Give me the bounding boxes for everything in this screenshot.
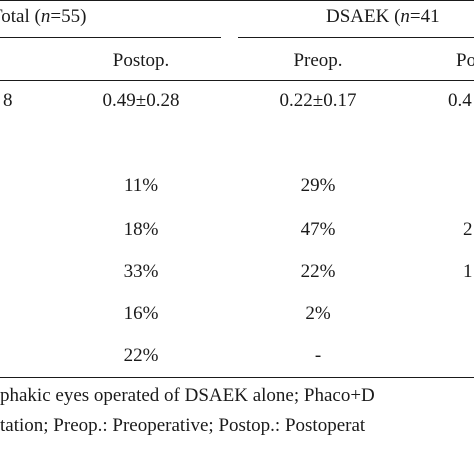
group-header-dsaek: DSAEK (n=41 bbox=[326, 6, 440, 28]
group-rule-dsaek bbox=[238, 37, 474, 38]
row-3-postop: 33% bbox=[123, 261, 159, 282]
footnote-line-1: phakic eyes operated of DSAEK alone; Pha… bbox=[0, 385, 375, 406]
row-1-preop: 29% bbox=[300, 175, 336, 196]
row-4-preop: 2% bbox=[305, 303, 331, 324]
group-header-total-n-prefix: ( bbox=[34, 6, 41, 27]
subheader-postop-dsaek-partial: Po bbox=[456, 50, 474, 71]
group-header-dsaek-n-var: n bbox=[400, 6, 410, 27]
row-5-preop: - bbox=[314, 345, 322, 366]
subheader-preop: Preop. bbox=[293, 50, 343, 71]
group-header-dsaek-label: DSAEK bbox=[326, 6, 390, 27]
group-header-total-label: Total bbox=[0, 6, 30, 27]
group-header-total-n-value: =55) bbox=[50, 6, 87, 27]
mean-row-postop: 0.49±0.28 bbox=[102, 90, 180, 111]
row-2-preop: 47% bbox=[300, 219, 336, 240]
group-header-total: Total (n=55) bbox=[0, 6, 86, 28]
row-2-edge: 2 bbox=[463, 219, 473, 240]
row-2-postop: 18% bbox=[123, 219, 159, 240]
mean-row-prev-cell: 8 bbox=[3, 90, 13, 111]
mean-row-dsaek-postop-partial: 0.4 bbox=[448, 90, 472, 111]
table-bottom-rule bbox=[0, 377, 474, 378]
group-header-total-n-var: n bbox=[40, 6, 51, 27]
group-rule-total bbox=[0, 37, 221, 38]
row-3-preop: 22% bbox=[300, 261, 336, 282]
subheader-postop: Postop. bbox=[112, 50, 170, 71]
group-header-dsaek-n-prefix: ( bbox=[394, 6, 401, 27]
row-5-postop: 22% bbox=[123, 345, 159, 366]
mean-row-preop: 0.22±0.17 bbox=[279, 90, 357, 111]
group-header-dsaek-n-value: =41 bbox=[409, 6, 440, 27]
table-top-rule bbox=[0, 0, 474, 1]
subheader-rule bbox=[0, 80, 474, 81]
footnote-line-2: tation; Preop.: Preoperative; Postop.: P… bbox=[0, 415, 366, 436]
row-3-edge: 1 bbox=[463, 261, 473, 282]
row-4-postop: 16% bbox=[123, 303, 159, 324]
row-1-postop: 11% bbox=[123, 175, 159, 196]
